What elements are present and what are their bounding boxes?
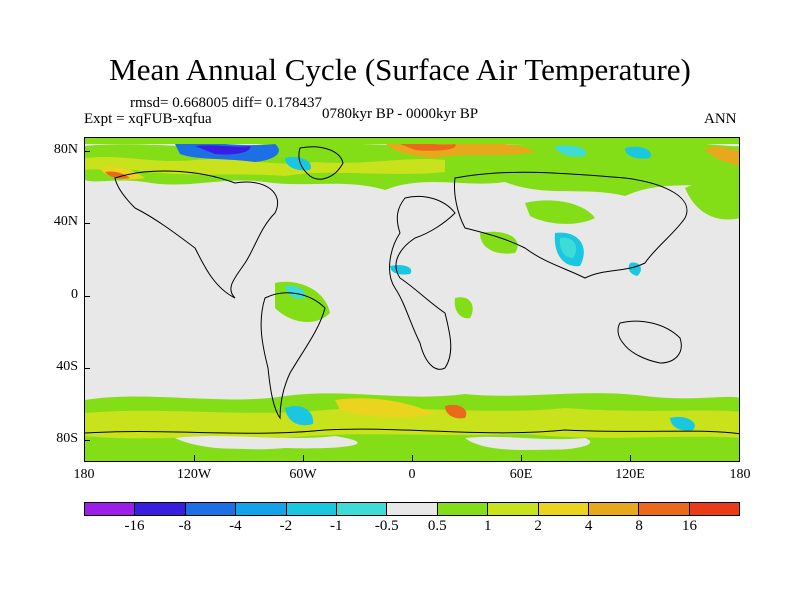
anomaly-map (85, 138, 739, 461)
north-america-coast (114, 170, 278, 299)
x-tick-0: 0 (408, 467, 416, 482)
colorbar-box (185, 503, 237, 515)
stats-label: rmsd= 0.668005 diff= 0.178437 (130, 95, 323, 111)
colorbar-box (286, 503, 337, 515)
colorbar-label: 4 (584, 518, 593, 534)
colorbar-label: -4 (229, 518, 242, 534)
colorbar-box (85, 503, 136, 515)
colorbar-label: 8 (635, 518, 643, 534)
europe-africa-coast (389, 195, 456, 370)
map-title: Mean Annual Cycle (Surface Air Temperatu… (109, 52, 691, 87)
colorbar-label: 0.5 (427, 518, 447, 534)
x-tick-180w: 180 (73, 467, 95, 482)
asia-coast (454, 171, 688, 279)
colorbar-box (689, 503, 740, 515)
period-label: 0780kyr BP - 0000kyr BP (322, 106, 479, 122)
colorbar-label: -1 (330, 518, 343, 534)
y-tick-80s: 80S (56, 431, 78, 446)
x-tick-180e: 180 (729, 467, 751, 482)
greenland-coast (298, 146, 344, 180)
colorbar-box (588, 503, 640, 515)
colorbar-box (135, 503, 186, 515)
colorbar-box (488, 503, 539, 515)
colorbar-box (236, 503, 287, 515)
colorbar (84, 502, 740, 516)
colorbar-box (336, 503, 388, 515)
x-tick-60w: 60W (289, 467, 317, 482)
australia-coast (617, 320, 682, 364)
y-tick-40s: 40S (56, 359, 78, 374)
antarctica-coast (85, 428, 739, 435)
x-tick-120e: 120E (615, 467, 645, 482)
y-tick-0: 0 (71, 287, 78, 302)
y-tick-80n: 80N (53, 142, 78, 157)
colorbar-box (538, 503, 589, 515)
colorbar-label: -0.5 (374, 518, 399, 534)
colorbar-label: -2 (279, 518, 293, 534)
map-panel (84, 137, 740, 462)
experiment-label: Expt = xqFUB-xqfua (84, 111, 212, 127)
south-america-coast (260, 292, 326, 420)
season-label: ANN (704, 111, 737, 127)
x-tick-120w: 120W (176, 467, 212, 482)
colorbar-box (639, 503, 690, 515)
colorbar-label: 16 (682, 518, 698, 534)
coastlines (85, 146, 739, 435)
y-tick-40n: 40N (53, 214, 78, 229)
colorbar-label: 2 (534, 518, 542, 534)
colorbar-label: 1 (483, 518, 492, 534)
colorbar-box (387, 503, 438, 515)
midlatitude-anomaly-patches (275, 182, 739, 323)
colorbar-label: -16 (124, 518, 145, 534)
x-tick-60e: 60E (509, 467, 533, 482)
antarctic-anomaly-band (85, 393, 739, 461)
colorbar-box (437, 503, 489, 515)
colorbar-label: -8 (178, 518, 192, 534)
